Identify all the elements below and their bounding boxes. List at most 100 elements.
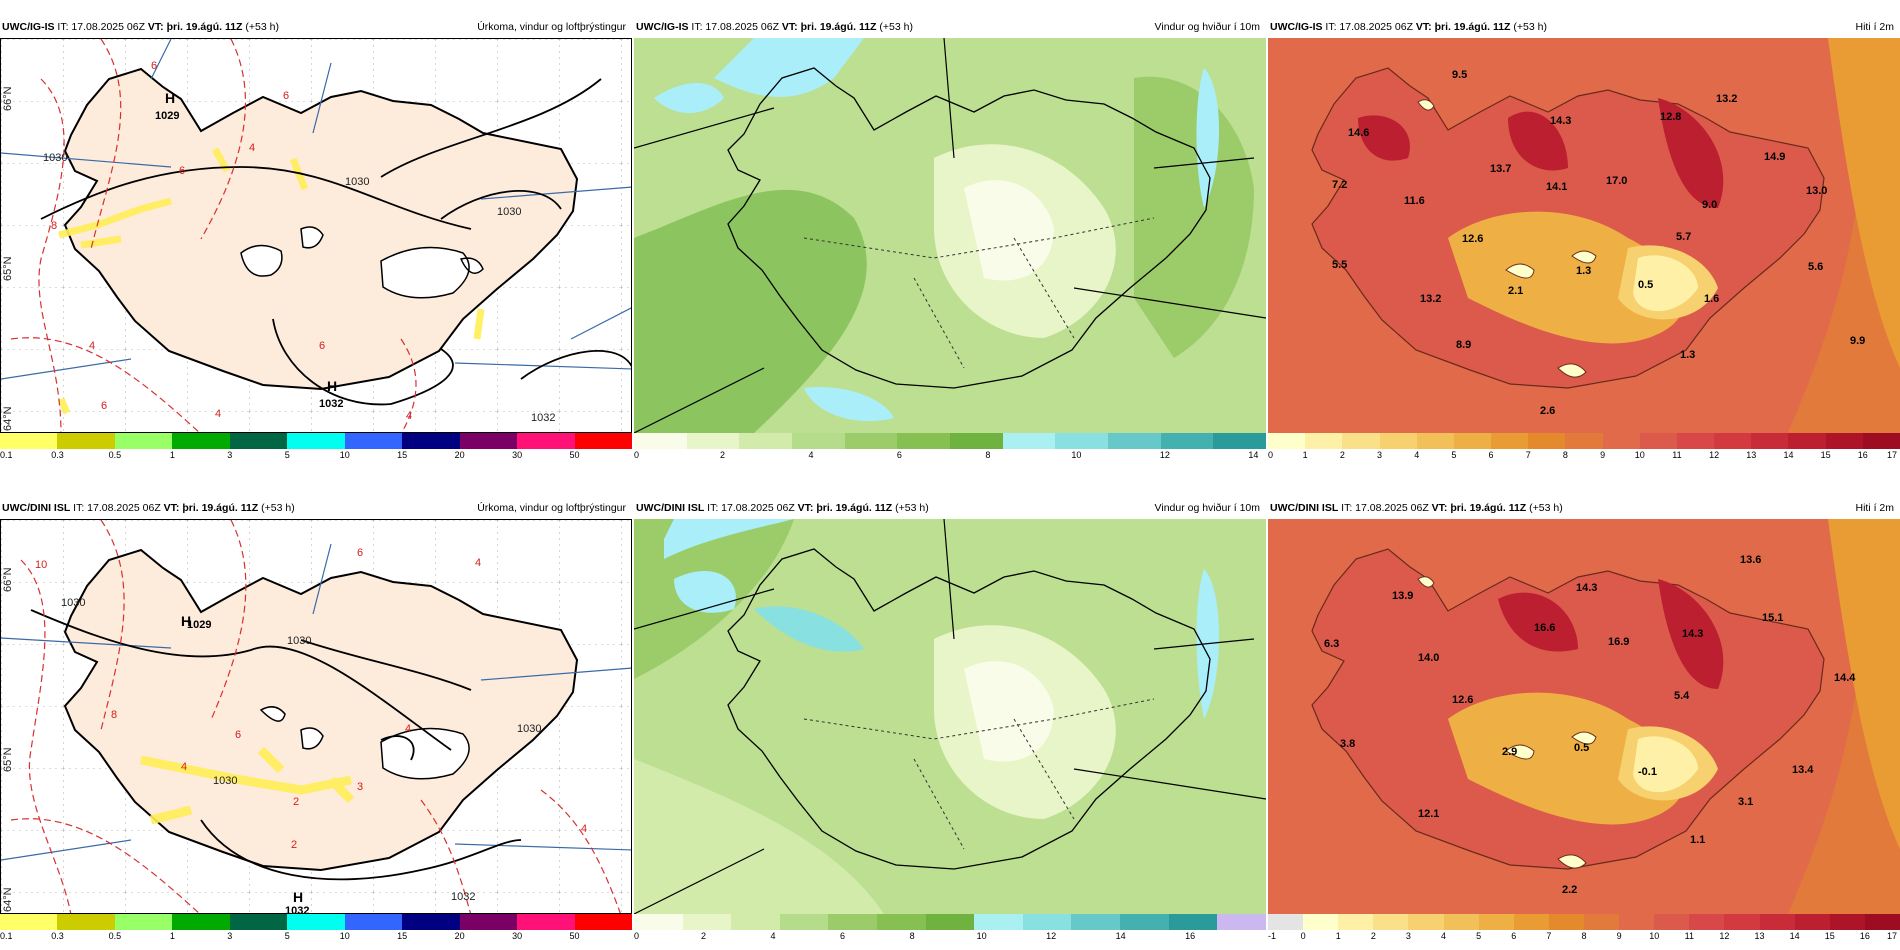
- svg-text:1032: 1032: [319, 398, 343, 410]
- colorbar-swatch: [844, 433, 898, 449]
- colorbar-tick-label: 6: [840, 931, 846, 941]
- colorbar-swatch: [1108, 433, 1161, 449]
- colorbar-tick-label: 1: [1302, 450, 1308, 460]
- svg-text:6: 6: [101, 400, 107, 412]
- svg-text:H: H: [293, 889, 303, 905]
- colorbar-tick-label: 30: [512, 931, 523, 941]
- svg-text:3.8: 3.8: [1340, 738, 1355, 750]
- svg-text:1032: 1032: [531, 412, 555, 424]
- lead-time: (+53 h): [879, 21, 913, 33]
- init-time: IT: 17.08.2025 06Z: [1341, 502, 1429, 514]
- colorbar-swatch: [1022, 914, 1072, 930]
- colorbar-swatch: [1565, 433, 1603, 449]
- svg-text:-0.1: -0.1: [1638, 766, 1657, 778]
- colorbar-tick-label: 0: [634, 931, 640, 941]
- precip-map[interactable]: 10 6 4 8 6 4 2 3 4 2 4 1030 1030 1030 10…: [0, 519, 632, 914]
- svg-text:14.1: 14.1: [1546, 181, 1567, 193]
- colorbar-tick-label: 8: [985, 450, 991, 460]
- colorbar-tick-label: 11: [1684, 931, 1694, 941]
- colorbar-tick-label: 30: [512, 450, 523, 460]
- temp-colorbar-ticks: -1 0 1 2 3 4 5 6 7 8 9 10 11 12 13 14 15 16 17: [1268, 931, 1900, 943]
- colorbar-swatch: [57, 433, 115, 449]
- colorbar-tick-label: 15: [1824, 931, 1835, 941]
- colorbar-swatch: [634, 433, 687, 449]
- svg-text:H: H: [165, 90, 175, 106]
- colorbar-tick-label: 8: [909, 931, 915, 941]
- colorbar-swatch: [1305, 433, 1343, 449]
- colorbar-swatch: [1583, 914, 1620, 930]
- svg-text:1030: 1030: [345, 176, 369, 188]
- colorbar-tick-label: 5: [1476, 931, 1482, 941]
- svg-text:17.0: 17.0: [1606, 175, 1627, 187]
- svg-text:6: 6: [179, 165, 185, 177]
- colorbar-swatch: [1213, 433, 1267, 449]
- colorbar-swatch: [517, 914, 575, 930]
- svg-text:4: 4: [475, 557, 481, 569]
- temperature-map[interactable]: 9.5 14.6 7.2 13.7 14.3 14.1 17.0 12.8 13…: [1268, 38, 1900, 433]
- svg-text:1029: 1029: [187, 619, 211, 631]
- precip-colorbar: [0, 914, 632, 930]
- colorbar-tick-label: 12: [1719, 931, 1730, 941]
- colorbar-swatch: [950, 433, 1003, 449]
- colorbar-tick-label: 6: [896, 450, 902, 460]
- wind-colorbar-ticks: 0 2 4 6 8 10 12 14 16: [634, 931, 1266, 943]
- colorbar-tick-label: 4: [770, 931, 776, 941]
- svg-text:H: H: [181, 613, 191, 629]
- colorbar-swatch: [974, 914, 1023, 930]
- svg-text:4: 4: [89, 340, 95, 352]
- colorbar-swatch: [779, 914, 829, 930]
- colorbar-tick-label: 8: [1581, 931, 1587, 941]
- svg-text:2: 2: [291, 839, 297, 851]
- colorbar-tick-label: 14: [1248, 450, 1259, 460]
- colorbar-tick-label: 12: [1046, 931, 1057, 941]
- colorbar-swatch: [828, 914, 878, 930]
- svg-text:6: 6: [235, 729, 241, 741]
- wind-colorbar: [634, 433, 1267, 449]
- colorbar-tick-label: 50: [569, 450, 580, 460]
- colorbar-swatch: [0, 914, 58, 930]
- panel-header: UWC/IG-IS IT: 17.08.2025 06Z VT: þri. 19…: [0, 19, 632, 35]
- model-name: UWC/DINI ISL: [636, 502, 705, 514]
- colorbar-tick-label: 0.5: [108, 931, 122, 941]
- colorbar-swatch: [517, 433, 575, 449]
- svg-text:4: 4: [405, 723, 411, 735]
- svg-text:65°N: 65°N: [2, 747, 14, 772]
- svg-text:13.0: 13.0: [1806, 185, 1827, 197]
- colorbar-tick-label: 10: [1634, 450, 1645, 460]
- colorbar-tick-label: 2: [701, 931, 707, 941]
- colorbar-swatch: [1373, 914, 1409, 930]
- svg-text:66°N: 66°N: [2, 86, 14, 111]
- valid-time: VT: þri. 19.ágú. 11Z: [147, 21, 243, 33]
- colorbar-tick-label: 3: [1377, 450, 1383, 460]
- temperature-map[interactable]: 13.9 14.3 13.6 6.3 16.6 16.9 14.3 15.1 1…: [1268, 519, 1900, 914]
- colorbar-swatch: [402, 433, 460, 449]
- colorbar-swatch: [1120, 914, 1169, 930]
- colorbar-swatch: [459, 433, 518, 449]
- svg-text:12.6: 12.6: [1452, 694, 1473, 706]
- colorbar-tick-label: 0.3: [51, 450, 64, 460]
- colorbar-swatch: [1160, 433, 1214, 449]
- colorbar-tick-label: 11: [1672, 450, 1682, 460]
- colorbar-swatch: [1788, 433, 1826, 449]
- colorbar-swatch: [1491, 433, 1529, 449]
- svg-text:1032: 1032: [285, 905, 309, 914]
- wind-map[interactable]: [634, 519, 1266, 914]
- precip-map[interactable]: 6 6 8 6 4 4 6 4 6 4 1030 1030 1030 1032 …: [0, 38, 632, 433]
- wind-colorbar-ticks: 0 2 4 6 8 10 12 14: [634, 450, 1266, 462]
- svg-text:1.6: 1.6: [1704, 293, 1719, 305]
- svg-text:1.1: 1.1: [1690, 834, 1705, 846]
- colorbar-tick-label: 0.3: [51, 931, 64, 941]
- colorbar-tick-label: 16: [1859, 931, 1870, 941]
- colorbar-swatch: [114, 433, 173, 449]
- colorbar-tick-label: 0.1: [0, 450, 13, 460]
- colorbar-swatch: [1379, 433, 1417, 449]
- colorbar-tick-label: 17: [1886, 450, 1898, 460]
- colorbar-swatch: [1513, 914, 1549, 930]
- wind-map[interactable]: [634, 38, 1266, 433]
- svg-text:64°N: 64°N: [2, 406, 14, 431]
- colorbar-tick-label: 5: [1451, 450, 1457, 460]
- lead-time: (+53 h): [245, 21, 279, 33]
- panel-title: Hiti í 2m: [1855, 502, 1894, 514]
- colorbar-tick-label: 3: [227, 931, 233, 941]
- panel-header: UWC/IG-IS IT: 17.08.2025 06Z VT: þri. 19…: [634, 19, 1266, 35]
